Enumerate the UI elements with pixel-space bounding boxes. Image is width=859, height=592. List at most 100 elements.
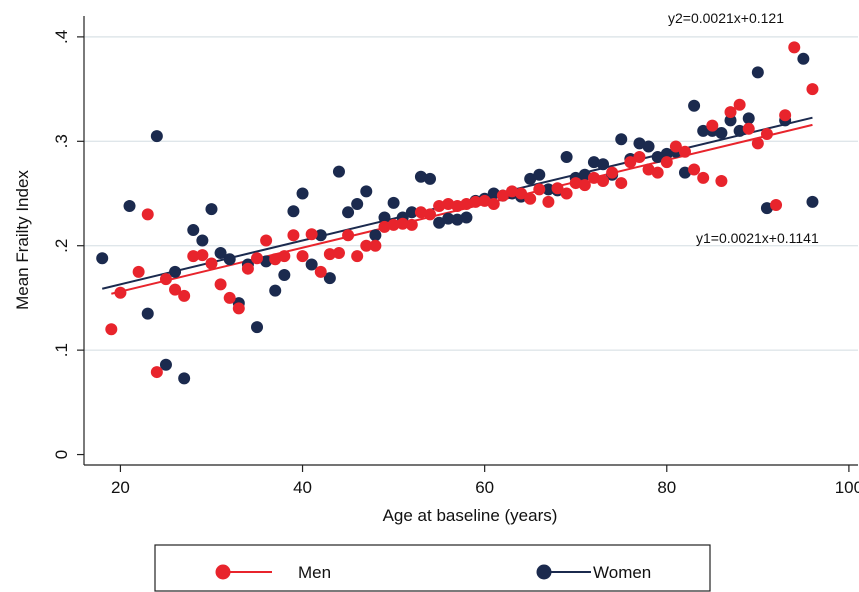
point-men	[496, 189, 509, 202]
point-men	[223, 291, 236, 304]
point-women	[187, 224, 200, 237]
y-tick-label: .2	[52, 239, 71, 253]
point-women	[159, 358, 172, 371]
point-women	[460, 211, 473, 224]
point-men	[651, 166, 664, 179]
data-points	[96, 41, 819, 385]
x-tick-label: 60	[475, 478, 494, 497]
point-men	[351, 250, 364, 263]
point-men	[369, 239, 382, 252]
point-men	[524, 192, 537, 205]
y-tick-label: 0	[52, 450, 71, 459]
point-women	[533, 168, 546, 181]
point-men	[697, 171, 710, 184]
point-men	[578, 179, 591, 192]
point-men	[405, 218, 418, 231]
point-women	[660, 147, 673, 160]
point-women	[141, 307, 154, 320]
point-women	[223, 253, 236, 266]
legend-label-women: Women	[593, 563, 651, 582]
point-men	[551, 182, 564, 195]
point-men	[260, 234, 273, 247]
point-women	[615, 133, 628, 146]
point-women	[278, 268, 291, 281]
x-tick-label: 20	[111, 478, 130, 497]
point-women	[260, 255, 273, 268]
point-men	[114, 286, 127, 299]
point-men	[269, 253, 282, 266]
point-men	[442, 197, 455, 210]
point-men	[569, 177, 582, 190]
point-women	[378, 211, 391, 224]
point-men	[615, 177, 628, 190]
point-men	[688, 163, 701, 176]
legend-box	[154, 544, 711, 592]
point-men	[178, 289, 191, 302]
point-women	[597, 158, 610, 171]
x-tick-label: 100	[835, 478, 859, 497]
point-women	[96, 252, 109, 265]
point-men	[132, 265, 145, 278]
point-women	[369, 229, 382, 242]
point-men	[342, 229, 355, 242]
point-women	[424, 172, 437, 185]
point-women	[487, 187, 500, 200]
point-women	[205, 203, 218, 216]
point-women	[387, 196, 400, 209]
point-women	[305, 258, 318, 271]
point-men	[196, 249, 209, 262]
point-men	[387, 218, 400, 231]
x-axis-title: Age at baseline (years)	[383, 506, 558, 525]
point-men	[724, 106, 737, 119]
axis-ticks: 0 .1 .2 .3 .4 20 40 60 80 100	[52, 30, 859, 497]
point-men	[323, 248, 336, 261]
point-men	[424, 208, 437, 221]
legend-label-men: Men	[298, 563, 331, 582]
legend-marker-men	[215, 564, 231, 580]
point-women	[642, 140, 655, 153]
point-women	[342, 206, 355, 219]
point-women	[314, 229, 327, 242]
point-men	[451, 200, 464, 213]
point-men	[296, 250, 309, 263]
point-women	[360, 185, 373, 198]
point-men	[779, 109, 792, 122]
point-women	[169, 265, 182, 278]
point-women	[751, 66, 764, 79]
point-women	[633, 137, 646, 150]
point-women	[806, 195, 819, 208]
point-men	[378, 220, 391, 233]
point-men	[806, 83, 819, 96]
point-men	[433, 200, 446, 213]
point-men	[542, 195, 555, 208]
point-men	[624, 156, 637, 169]
point-women	[196, 234, 209, 247]
point-women	[715, 126, 728, 139]
point-women	[251, 321, 264, 334]
point-men	[241, 262, 254, 275]
point-men	[678, 145, 691, 158]
point-men	[305, 228, 318, 241]
fit-label-women: y2=0.0021x+0.121	[668, 10, 784, 26]
point-women	[178, 372, 191, 385]
point-women	[332, 165, 345, 178]
gridlines	[84, 36, 858, 351]
point-men	[788, 41, 801, 54]
point-men	[706, 119, 719, 132]
point-men	[159, 273, 172, 286]
point-men	[105, 323, 118, 336]
point-men	[332, 247, 345, 260]
point-men	[660, 156, 673, 169]
point-men	[770, 198, 783, 211]
point-men	[742, 122, 755, 135]
point-men	[633, 150, 646, 163]
point-women	[760, 202, 773, 215]
point-women	[542, 183, 555, 196]
point-women	[150, 130, 163, 143]
point-women	[524, 172, 537, 185]
point-women	[287, 205, 300, 218]
point-men	[414, 206, 427, 219]
point-men	[760, 127, 773, 140]
